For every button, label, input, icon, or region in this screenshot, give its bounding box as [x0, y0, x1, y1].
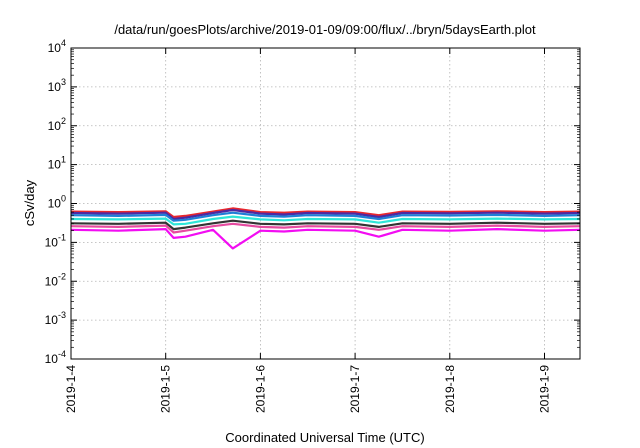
series-line-3	[70, 211, 581, 222]
y-tick-labels: 10-4 10-3 10-2 10-1 100 101 102 103 104	[45, 38, 66, 366]
series-line-4	[70, 215, 581, 226]
x-tick-labels: 2019-1-4 2019-1-5 2019-1-6 2019-1-7 2019-1-8…	[64, 365, 551, 413]
x-axis-title: Coordinated Universal Time (UTC)	[225, 430, 424, 445]
y-tick-label: 10-4	[45, 349, 66, 366]
x-tick-label: 2019-1-7	[348, 365, 362, 413]
x-tick-label: 2019-1-6	[253, 365, 267, 413]
grid	[70, 48, 580, 359]
series-line-7	[70, 228, 581, 250]
y-tick-label: 103	[48, 77, 66, 94]
series-line-6	[70, 222, 581, 234]
series-group	[70, 207, 581, 250]
y-axis-title: cSv/day	[22, 179, 37, 226]
y-tick-label: 100	[48, 194, 66, 211]
series-line-5	[70, 219, 581, 231]
y-tick-label: 10-3	[45, 310, 66, 327]
x-tick-label: 2019-1-9	[537, 365, 551, 413]
x-tick-label: 2019-1-5	[159, 365, 173, 413]
y-tick-label: 104	[48, 38, 66, 55]
x-tick-label: 2019-1-8	[443, 365, 457, 413]
series-line-2	[70, 208, 581, 221]
x-tick-label: 2019-1-4	[64, 365, 78, 413]
ticks	[70, 47, 580, 360]
chart-title: /data/run/goesPlots/archive/2019-01-09/0…	[114, 22, 536, 37]
y-tick-label: 10-1	[45, 232, 66, 249]
y-tick-label: 101	[48, 155, 66, 172]
y-tick-label: 10-2	[45, 271, 66, 288]
series-line-1	[70, 207, 581, 219]
y-tick-label: 102	[48, 116, 66, 133]
